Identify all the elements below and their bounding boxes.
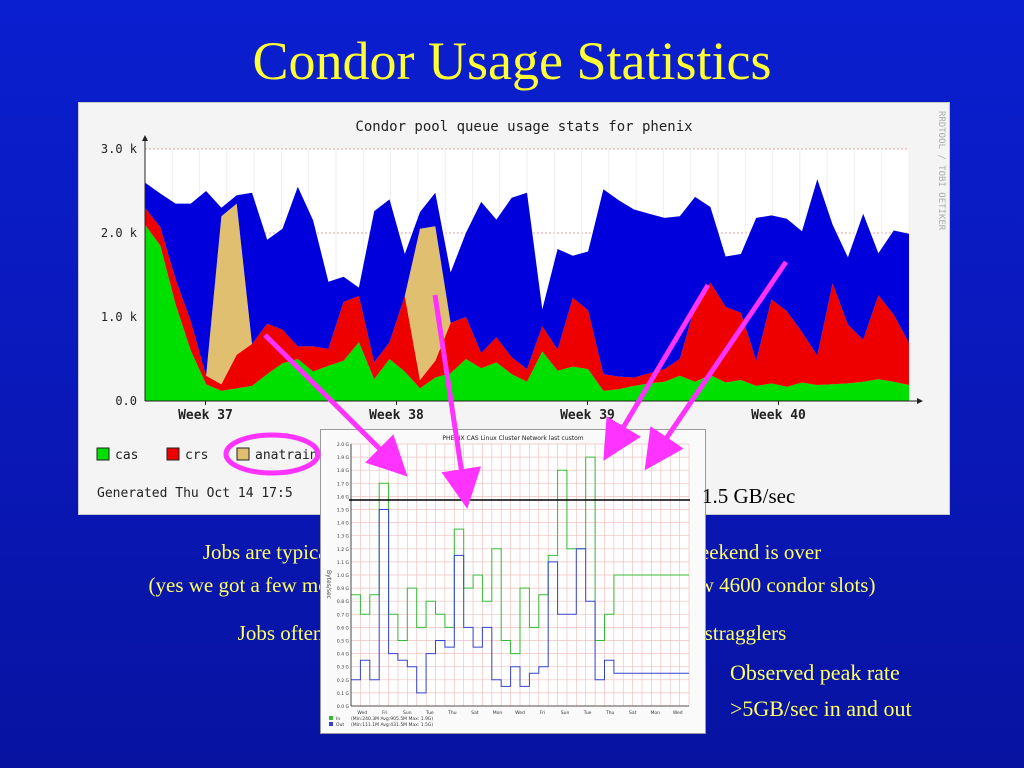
net-x-tick-label: Thu (447, 710, 457, 716)
x-tick-label: Week 40 (751, 408, 806, 423)
net-y-tick-label: 0.2 G (337, 678, 350, 684)
net-y-tick-label: 0.5 G (337, 639, 350, 645)
legend-swatch (96, 447, 110, 461)
net-y-tick-label: 1.6 G (337, 494, 350, 500)
net-y-tick-label: 0.6 G (337, 625, 350, 631)
legend-label: anatrain (255, 448, 318, 463)
net-x-tick-label: Thu (605, 710, 615, 716)
x-tick-label: Week 38 (369, 408, 424, 423)
legend-swatch (166, 447, 180, 461)
y-tick-label: 1.0 k (101, 310, 138, 324)
net-x-tick-label: Fri (540, 710, 545, 716)
net-legend-swatch (329, 716, 333, 720)
net-y-tick-label: 1.4 G (337, 521, 350, 527)
net-y-axis-label: Bytes/sec (325, 570, 332, 599)
net-y-tick-label: 1.0 G (337, 573, 350, 579)
area-series-unlabeled (145, 179, 909, 378)
chart-title: Condor pool queue usage stats for phenix (355, 119, 692, 135)
net-x-tick-label: Tue (425, 710, 434, 716)
net-x-tick-label: Sat (471, 710, 479, 716)
net-y-tick-label: 0.1 G (337, 691, 350, 697)
y-tick-label: 3.0 k (101, 142, 138, 156)
net-y-tick-label: 2.0 G (337, 442, 350, 448)
net-chart-title: PHENIX CAS Linux Cluster Network last cu… (442, 435, 583, 442)
net-y-tick-label: 0.4 G (337, 652, 350, 658)
y-tick-label: 2.0 k (101, 226, 138, 240)
net-x-tick-label: Wed (357, 710, 367, 716)
net-y-tick-label: 0.3 G (337, 665, 350, 671)
net-y-tick-label: 1.9 G (337, 455, 350, 461)
net-y-tick-label: 0.7 G (337, 612, 350, 618)
net-legend-stats: (Min:240.3M Avg:905.5M Max: 1.9G) (351, 716, 433, 722)
rate-label: 1.5 GB/sec (702, 484, 796, 508)
network-chart-svg: PHENIX CAS Linux Cluster Network last cu… (325, 435, 690, 728)
net-x-tick-label: Mon (650, 710, 660, 716)
net-x-tick-label: Wed (673, 710, 683, 716)
net-legend-swatch (329, 722, 333, 726)
net-x-tick-label: Tue (583, 710, 592, 716)
net-x-tick-label: Mon (493, 710, 503, 716)
chart-footer: Generated Thu Oct 14 17:5 (97, 486, 293, 501)
net-x-tick-label: Wed (515, 710, 525, 716)
y-tick-label: 0.0 (115, 394, 137, 408)
net-x-tick-label: Sun (403, 710, 412, 716)
net-line-in (351, 456, 689, 655)
legend-swatch (236, 447, 250, 461)
legend-label: crs (185, 448, 208, 463)
net-legend-stats: (Min:111.1M Avg:431.5M Max: 1.5G) (351, 722, 433, 728)
net-x-tick-label: Sat (629, 710, 637, 716)
x-tick-label: Week 37 (178, 408, 233, 423)
chart-side-label: RRDTOOL / TOBI OETIKER (936, 111, 946, 231)
net-y-tick-label: 1.2 G (337, 547, 350, 553)
net-x-tick-label: Sun (561, 710, 570, 716)
net-legend-label: In (336, 716, 340, 722)
net-x-tick-label: Fri (382, 710, 387, 716)
peak-rate-line-2: >5GB/sec in and out (730, 696, 912, 721)
area-series-anatrain (145, 203, 909, 385)
net-y-tick-label: 1.3 G (337, 534, 350, 540)
net-y-tick-label: 0.8 G (337, 599, 350, 605)
x-tick-label: Week 39 (560, 408, 615, 423)
net-y-tick-label: 1.1 G (337, 560, 350, 566)
net-y-tick-label: 1.8 G (337, 468, 350, 474)
net-y-tick-label: 0.0 G (337, 704, 350, 710)
net-y-tick-label: 1.5 G (337, 508, 350, 514)
legend-label: cas (115, 448, 138, 463)
net-legend-label: Out (336, 722, 344, 728)
net-y-tick-label: 1.7 G (337, 481, 350, 487)
network-chart: PHENIX CAS Linux Cluster Network last cu… (320, 429, 706, 734)
net-line-out (351, 509, 689, 694)
peak-rate-line-1: Observed peak rate (730, 660, 900, 685)
slide-title: Condor Usage Statistics (252, 31, 772, 91)
net-y-tick-label: 0.9 G (337, 586, 350, 592)
